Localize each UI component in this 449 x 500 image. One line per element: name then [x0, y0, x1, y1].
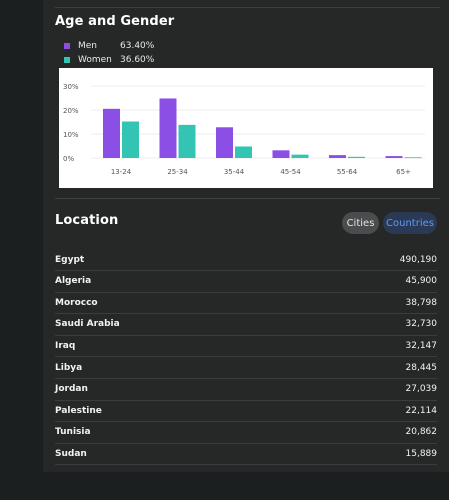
bar-women-13-24	[122, 121, 139, 158]
location-row: Egypt 490,190	[55, 249, 437, 271]
legend-label: Women	[78, 55, 112, 65]
country-count: 32,730	[405, 319, 438, 330]
age-gender-chart: 30% 20% 10% 0% 13-24 25-34 35-44 45-54 55-64 65+	[59, 68, 433, 188]
country-count: 20,862	[405, 427, 438, 438]
country-name: Libya	[55, 362, 83, 373]
legend-label: Men	[78, 41, 98, 51]
country-count: 45,900	[405, 276, 438, 287]
bar-men-25-34	[159, 98, 177, 158]
bar-men-55-64	[329, 155, 346, 158]
bar-men-35-44	[216, 127, 233, 158]
bar-women-25-34	[178, 124, 196, 158]
y-tick-label: 10%	[63, 131, 79, 139]
country-name: Morocco	[55, 297, 98, 308]
x-tick-label: 25-34	[167, 168, 188, 176]
legend-percent: 63.40%	[120, 41, 155, 51]
location-row: Sudan 15,889	[55, 443, 438, 466]
location-row: Palestine 22,114	[55, 400, 438, 423]
country-count: 27,039	[405, 384, 438, 395]
footer-gap	[43, 472, 449, 486]
divider	[55, 198, 440, 199]
location-row: Libya 28,445	[55, 357, 437, 379]
country-name: Saudi Arabia	[55, 319, 120, 330]
country-count: 38,798	[405, 297, 438, 308]
country-count: 15,889	[405, 448, 438, 459]
country-name: Sudan	[55, 448, 87, 459]
location-row: Algeria 45,900	[55, 271, 437, 293]
country-name: Tunisia	[55, 427, 91, 438]
country-count: 490,190	[399, 254, 437, 265]
country-name: Palestine	[55, 405, 102, 416]
legend-percent: 36.60%	[120, 55, 155, 65]
bar-women-55-64	[348, 156, 365, 158]
location-row: Jordan 27,039	[55, 379, 437, 401]
y-tick-label: 0%	[63, 155, 74, 163]
country-name: Jordan	[55, 384, 88, 395]
location-row: Morocco 38,798	[55, 292, 438, 315]
women-swatch	[64, 57, 70, 63]
country-name: Egypt	[55, 254, 85, 265]
bar-women-45-54	[291, 154, 309, 158]
divider	[55, 7, 440, 8]
bar-chart: 30% 20% 10% 0% 13-24 25-34 35-44 45-54 55-64 65+	[63, 83, 425, 176]
location-row: Iraq 32,147	[55, 335, 438, 358]
x-tick-label: 35-44	[224, 168, 245, 176]
legend-women: Women 36.60%	[64, 53, 154, 67]
location-row: Saudi Arabia 32,730	[55, 314, 437, 336]
location-row: Tunisia 20,862	[55, 422, 437, 444]
location-title: Location	[55, 213, 119, 228]
legend-men: Men 63.40%	[64, 39, 154, 53]
x-tick-label: 13-24	[111, 168, 132, 176]
bar-men-45-54	[272, 150, 290, 158]
age-gender-title: Age and Gender	[55, 14, 175, 29]
bar-women-35-44	[235, 146, 252, 158]
bar-men-13-24	[103, 108, 120, 158]
y-tick-label: 20%	[63, 107, 79, 115]
x-tick-label: 55-64	[337, 168, 358, 176]
y-tick-label: 30%	[63, 83, 79, 91]
bar-men-65+	[385, 156, 403, 158]
audience-panel: Age and Gender Men 63.40% Women 36.60% 3…	[43, 0, 449, 486]
country-name: Iraq	[55, 340, 76, 351]
country-count: 32,147	[405, 340, 438, 351]
country-count: 28,445	[405, 362, 438, 373]
men-swatch	[64, 43, 70, 49]
country-name: Algeria	[55, 276, 92, 287]
x-tick-label: 45-54	[280, 168, 301, 176]
bar-women-65+	[404, 157, 422, 159]
cities-filter-button[interactable]: Cities	[342, 212, 379, 234]
x-tick-label: 65+	[396, 168, 411, 176]
country-count: 22,114	[405, 405, 438, 416]
countries-filter-button[interactable]: Countries	[383, 212, 437, 234]
